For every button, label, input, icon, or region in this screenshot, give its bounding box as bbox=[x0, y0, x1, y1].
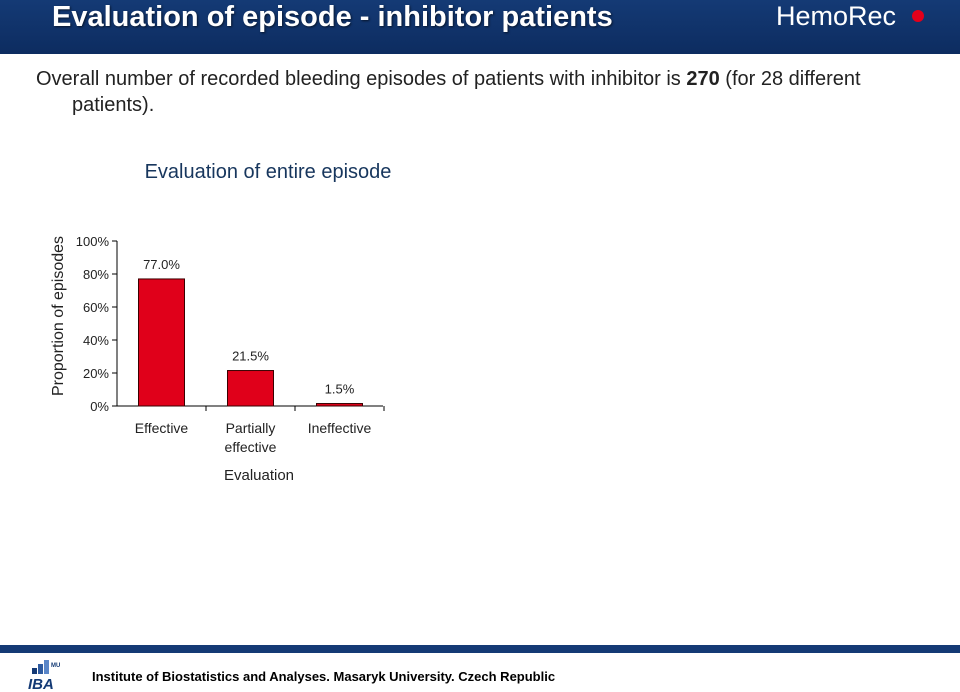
iba-logo-small: MU bbox=[51, 663, 60, 669]
iba-logo-text: IBA bbox=[28, 676, 54, 692]
bar-value-label: 77.0% bbox=[143, 257, 180, 272]
intro-line-1: Overall number of recorded bleeding epis… bbox=[36, 66, 936, 92]
header-bar: Evaluation of episode - inhibitor patien… bbox=[0, 0, 960, 54]
y-tick-label: 0% bbox=[90, 399, 109, 414]
y-tick-label: 100% bbox=[76, 234, 110, 249]
intro-post: (for 28 different bbox=[719, 68, 861, 90]
y-axis-label: Proportion of episodes bbox=[50, 236, 67, 396]
evaluation-bar-chart: Evaluation of entire episode Proportion … bbox=[50, 161, 392, 484]
intro-line-2: patients). bbox=[72, 94, 155, 116]
logo-dot-icon bbox=[912, 10, 924, 22]
x-tick-label: Partially effective bbox=[225, 420, 277, 455]
x-ticks: Effective Partially effective Ineffective bbox=[135, 406, 385, 455]
iba-logo-icon: MU IBA bbox=[28, 660, 60, 692]
y-tick-label: 20% bbox=[83, 366, 109, 381]
y-tick-label: 40% bbox=[83, 333, 109, 348]
bar bbox=[316, 403, 363, 407]
bar-value-label: 1.5% bbox=[325, 382, 355, 397]
x-tick-label: Effective bbox=[135, 420, 189, 436]
bar bbox=[138, 278, 185, 407]
intro-pre: Overall number of recorded bleeding epis… bbox=[36, 68, 687, 90]
bars: 77.0% 21.5% 1.5% bbox=[138, 257, 363, 407]
y-ticks: 0% 20% 40% 60% 80% 100% bbox=[76, 234, 117, 414]
page-title: Evaluation of episode - inhibitor patien… bbox=[52, 1, 613, 33]
y-tick-label: 80% bbox=[83, 267, 109, 282]
y-tick-label: 60% bbox=[83, 300, 109, 315]
bar-value-label: 21.5% bbox=[232, 349, 269, 364]
bar bbox=[227, 370, 274, 407]
chart-title: Evaluation of entire episode bbox=[145, 161, 392, 183]
x-tick-label: Ineffective bbox=[308, 420, 372, 436]
footer-bar bbox=[0, 645, 960, 653]
x-axis-label: Evaluation bbox=[224, 467, 294, 484]
hemorec-logo: HemoRec bbox=[776, 1, 897, 31]
intro-text: Overall number of recorded bleeding epis… bbox=[36, 66, 936, 118]
episode-count: 270 bbox=[686, 68, 720, 90]
footer-text: Institute of Biostatistics and Analyses.… bbox=[92, 669, 556, 684]
